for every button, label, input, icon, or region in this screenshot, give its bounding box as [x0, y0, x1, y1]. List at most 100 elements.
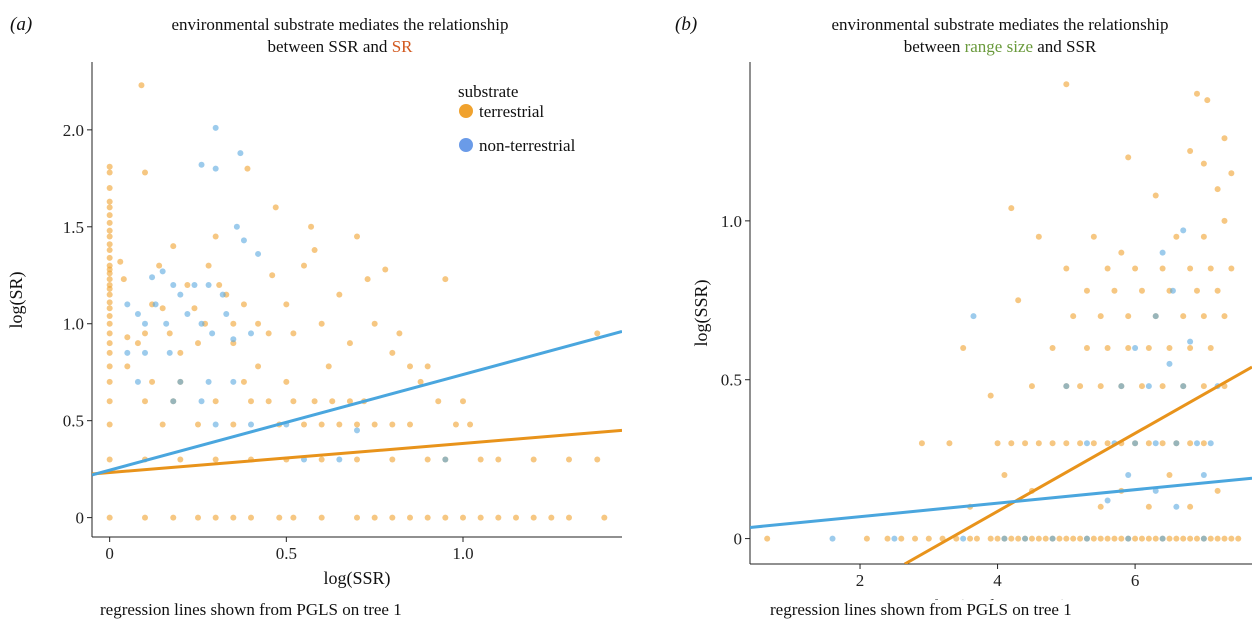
data-point-terrestrial: [1008, 205, 1015, 212]
y-axis-label: log(SSR): [691, 279, 712, 346]
data-point-terrestrial: [1204, 97, 1211, 104]
data-point-non-terrestrial: [336, 456, 343, 463]
data-point-terrestrial: [594, 456, 601, 463]
data-point-terrestrial: [973, 535, 980, 542]
data-point-terrestrial: [407, 363, 413, 370]
data-point-terrestrial: [1166, 472, 1173, 479]
data-point-non-terrestrial: [1200, 472, 1207, 479]
data-point-non-terrestrial: [198, 398, 205, 405]
data-point-terrestrial: [106, 163, 113, 170]
data-point-non-terrestrial: [1159, 249, 1166, 256]
data-point-terrestrial: [212, 398, 219, 405]
data-point-non-terrestrial: [230, 378, 237, 385]
regression-line-non-terrestrial: [92, 330, 622, 477]
data-point-non-terrestrial: [1063, 383, 1070, 390]
data-point-non-terrestrial: [1187, 338, 1194, 345]
data-point-terrestrial: [1180, 535, 1187, 542]
regression-line-terrestrial: [903, 365, 1252, 564]
data-point-terrestrial: [1118, 535, 1125, 542]
chart-title-b-line1: environmental substrate mediates the rel…: [831, 15, 1169, 34]
data-point-terrestrial: [1200, 383, 1207, 390]
data-point-terrestrial: [354, 514, 360, 521]
data-point-terrestrial: [106, 281, 113, 288]
data-point-terrestrial: [308, 223, 315, 230]
data-point-terrestrial: [1166, 535, 1173, 542]
data-point-terrestrial: [1214, 287, 1221, 294]
data-point-terrestrial: [138, 82, 145, 89]
data-point-terrestrial: [1214, 186, 1221, 193]
data-point-terrestrial: [1159, 440, 1166, 447]
data-point-non-terrestrial: [891, 535, 898, 542]
data-point-terrestrial: [1180, 313, 1187, 320]
data-point-non-terrestrial: [829, 535, 836, 542]
chart-title-b: environmental substrate mediates the rel…: [760, 14, 1240, 58]
data-point-terrestrial: [530, 514, 537, 521]
data-point-terrestrial: [442, 276, 449, 283]
data-point-terrestrial: [106, 312, 113, 319]
data-point-terrestrial: [346, 340, 353, 347]
y-tick-label: 1.0: [721, 212, 742, 231]
data-point-terrestrial: [424, 456, 431, 463]
data-point-terrestrial: [1166, 344, 1173, 351]
data-point-non-terrestrial: [219, 291, 226, 298]
data-point-terrestrial: [925, 535, 932, 542]
data-point-terrestrial: [1173, 233, 1180, 240]
data-point-non-terrestrial: [1173, 503, 1180, 510]
data-point-non-terrestrial: [1166, 360, 1173, 367]
data-point-non-terrestrial: [442, 456, 449, 463]
data-point-terrestrial: [530, 456, 537, 463]
data-point-terrestrial: [329, 398, 336, 405]
x-axis-label: log(median range): [935, 596, 1067, 600]
data-point-terrestrial: [142, 330, 148, 337]
data-point-non-terrestrial: [209, 330, 216, 337]
data-point-non-terrestrial: [1132, 440, 1139, 447]
data-point-terrestrial: [106, 227, 113, 234]
data-point-terrestrial: [1132, 535, 1139, 542]
chart-title-a: environmental substrate mediates the rel…: [80, 14, 600, 58]
data-point-terrestrial: [156, 262, 163, 269]
data-point-terrestrial: [106, 233, 113, 240]
data-point-non-terrestrial: [1145, 383, 1152, 390]
data-point-terrestrial: [106, 398, 113, 405]
data-point-terrestrial: [1207, 265, 1214, 272]
data-point-non-terrestrial: [163, 320, 170, 327]
y-tick-label: 0: [76, 509, 85, 528]
data-point-terrestrial: [212, 456, 219, 463]
data-point-terrestrial: [364, 276, 371, 283]
data-point-terrestrial: [117, 258, 124, 265]
data-point-terrestrial: [336, 291, 343, 298]
data-point-terrestrial: [460, 514, 466, 521]
data-point-non-terrestrial: [134, 378, 141, 385]
data-point-terrestrial: [120, 276, 127, 283]
data-point-terrestrial: [1138, 535, 1145, 542]
data-point-non-terrestrial: [1159, 535, 1166, 542]
data-point-terrestrial: [106, 185, 113, 192]
data-point-terrestrial: [205, 262, 212, 269]
data-point-terrestrial: [195, 514, 201, 521]
data-point-terrestrial: [477, 514, 484, 521]
data-point-terrestrial: [336, 421, 343, 428]
y-tick-label: 1.0: [63, 315, 84, 334]
data-point-terrestrial: [134, 340, 141, 347]
data-point-non-terrestrial: [1049, 535, 1056, 542]
data-point-terrestrial: [318, 320, 325, 327]
data-point-non-terrestrial: [191, 281, 198, 288]
data-point-terrestrial: [1063, 81, 1070, 88]
data-point-terrestrial: [255, 320, 262, 327]
data-point-terrestrial: [764, 535, 771, 542]
data-point-terrestrial: [195, 340, 201, 347]
data-point-terrestrial: [1090, 535, 1097, 542]
data-point-non-terrestrial: [1207, 440, 1214, 447]
data-point-non-terrestrial: [134, 311, 141, 318]
data-point-terrestrial: [212, 514, 219, 521]
data-point-terrestrial: [283, 378, 290, 385]
data-point-terrestrial: [566, 514, 572, 521]
regression-line-non-terrestrial: [750, 476, 1252, 529]
data-point-terrestrial: [1097, 503, 1104, 510]
data-point-terrestrial: [1221, 135, 1228, 142]
data-point-terrestrial: [1097, 383, 1104, 390]
data-point-terrestrial: [325, 363, 332, 370]
data-point-terrestrial: [230, 514, 237, 521]
data-point-terrestrial: [106, 291, 113, 298]
data-point-terrestrial: [346, 398, 353, 405]
